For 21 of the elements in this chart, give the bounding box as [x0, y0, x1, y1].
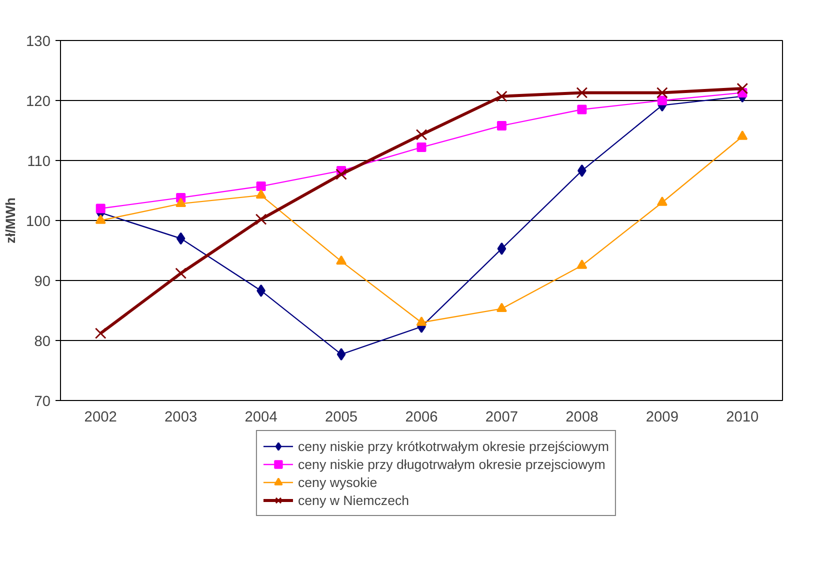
y-tick-label: 90 — [34, 274, 51, 290]
x-tick-label: 2010 — [726, 410, 759, 426]
x-tick-label: 2002 — [84, 410, 117, 426]
y-tick-label: 130 — [26, 34, 51, 50]
x-tick-label: 2008 — [566, 410, 598, 426]
legend-label: ceny wysokie — [298, 474, 378, 491]
x-tick-label: 2005 — [324, 410, 358, 426]
x-tick-label: 2006 — [405, 410, 438, 426]
x-tick-label: 2007 — [485, 410, 518, 426]
y-tick-label: 100 — [26, 214, 51, 230]
y-tick-label: 80 — [34, 334, 51, 350]
y-axis-title: zł/MWh — [3, 198, 18, 244]
legend-label: ceny niskie przy długotrwałym okresie przejsciowym — [298, 456, 606, 473]
y-tick-label: 120 — [26, 94, 51, 110]
x-tick-label: 2004 — [244, 410, 278, 426]
legend-label: ceny niskie przy krótkotrwałym okresie przejściowym — [298, 438, 610, 455]
y-tick-label: 110 — [27, 154, 51, 170]
legend-label: ceny w Niemczech — [298, 492, 410, 509]
x-tick-label: 2003 — [164, 410, 198, 426]
x-tick-label: 2009 — [646, 410, 678, 426]
y-tick-label: 70 — [34, 394, 51, 410]
